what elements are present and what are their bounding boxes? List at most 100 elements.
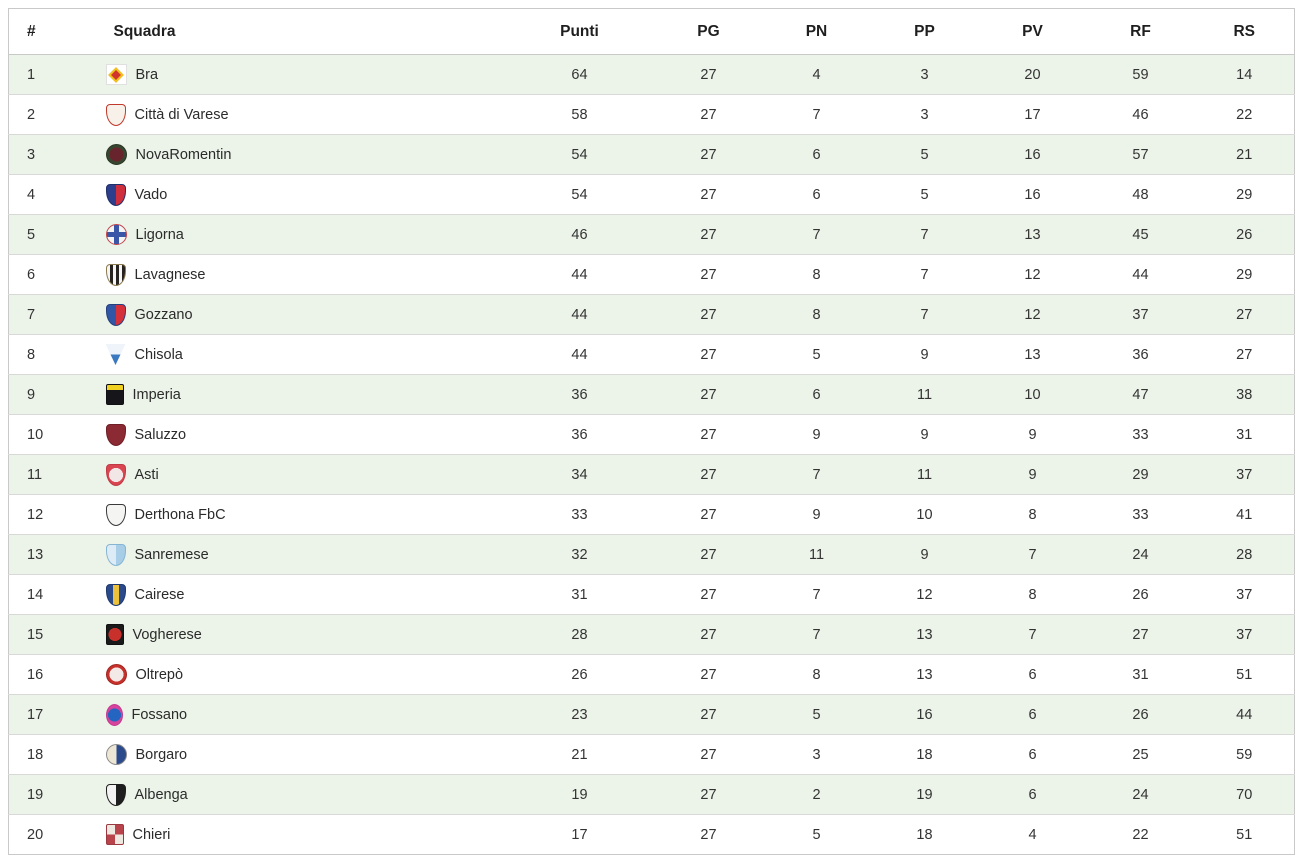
team-name[interactable]: Chieri (132, 826, 171, 843)
ligorna-crest-icon (105, 224, 127, 245)
rank-cell: 8 (8, 334, 79, 375)
table-row[interactable]: 20 Chieri 17 27 5 18 4 22 51 (8, 814, 1295, 855)
team-name[interactable]: Bra (135, 66, 159, 83)
team-wrap: Fossano (79, 703, 505, 726)
header-pp: PP (870, 8, 979, 55)
draws-cell: 8 (762, 654, 871, 695)
losses-cell: 7 (870, 294, 979, 335)
team-name[interactable]: Ligorna (135, 226, 184, 243)
team-cell: Saluzzo (78, 414, 505, 455)
team-name[interactable]: Lavagnese (134, 266, 206, 283)
team-name[interactable]: Fossano (131, 706, 188, 723)
points-cell: 26 (504, 654, 655, 695)
played-cell: 27 (654, 734, 763, 775)
header-squadra: Squadra (78, 8, 505, 55)
losses-cell: 3 (870, 94, 979, 135)
rank-cell: 2 (8, 94, 79, 135)
table-row[interactable]: 10 Saluzzo 36 27 9 9 9 33 31 (8, 414, 1295, 455)
team-cell: Città di Varese (78, 94, 505, 135)
team-name[interactable]: Borgaro (135, 746, 188, 763)
table-row[interactable]: 14 Cairese 31 27 7 12 8 26 37 (8, 574, 1295, 615)
team-cell: Sanremese (78, 534, 505, 575)
goals-for-cell: 22 (1086, 814, 1195, 855)
draws-cell: 7 (762, 614, 871, 655)
rank-cell: 4 (8, 174, 79, 215)
played-cell: 27 (654, 454, 763, 495)
team-wrap: NovaRomentin (79, 144, 505, 165)
wins-cell: 6 (978, 774, 1087, 815)
goals-for-cell: 57 (1086, 134, 1195, 175)
table-row[interactable]: 6 Lavagnese 44 27 8 7 12 44 29 (8, 254, 1295, 295)
table-row[interactable]: 2 Città di Varese 58 27 7 3 17 46 22 (8, 94, 1295, 135)
team-name[interactable]: Albenga (134, 786, 188, 803)
played-cell: 27 (654, 294, 763, 335)
table-row[interactable]: 18 Borgaro 21 27 3 18 6 25 59 (8, 734, 1295, 775)
losses-cell: 13 (870, 614, 979, 655)
points-cell: 44 (504, 254, 655, 295)
team-wrap: Vogherese (79, 624, 505, 645)
table-row[interactable]: 3 NovaRomentin 54 27 6 5 16 57 21 (8, 134, 1295, 175)
table-row[interactable]: 16 Oltrepò 26 27 8 13 6 31 51 (8, 654, 1295, 695)
rank-cell: 18 (8, 734, 79, 775)
table-row[interactable]: 4 Vado 54 27 6 5 16 48 29 (8, 174, 1295, 215)
table-row[interactable]: 8 Chisola 44 27 5 9 13 36 27 (8, 334, 1295, 375)
team-wrap: Città di Varese (79, 103, 505, 126)
team-cell: Bra (79, 55, 505, 95)
team-name[interactable]: Derthona FbC (134, 506, 226, 523)
table-row[interactable]: 17 Fossano 23 27 5 16 6 26 44 (8, 694, 1295, 735)
table-row[interactable]: 11 Asti 34 27 7 11 9 29 37 (8, 454, 1295, 495)
borgaro-crest-icon (105, 744, 127, 765)
team-name[interactable]: Chisola (134, 346, 183, 363)
goals-against-cell: 37 (1194, 614, 1295, 655)
table-row[interactable]: 5 Ligorna 46 27 7 7 13 45 26 (8, 214, 1295, 255)
team-name[interactable]: NovaRomentin (135, 146, 232, 163)
draws-cell: 7 (762, 454, 871, 495)
table-row[interactable]: 15 Vogherese 28 27 7 13 7 27 37 (8, 614, 1295, 655)
draws-cell: 5 (762, 814, 871, 855)
wins-cell: 8 (978, 574, 1087, 615)
wins-cell: 7 (978, 534, 1087, 575)
team-name[interactable]: Oltrepò (135, 666, 184, 683)
goals-against-cell: 22 (1194, 94, 1295, 135)
team-name[interactable]: Asti (134, 466, 159, 483)
team-cell: Vogherese (78, 614, 505, 655)
table-row[interactable]: 9 Imperia 36 27 6 11 10 47 38 (8, 374, 1295, 415)
rank-cell: 14 (8, 574, 79, 615)
cairese-crest-icon (105, 583, 126, 606)
goals-against-cell: 26 (1194, 214, 1295, 255)
team-cell: Imperia (78, 374, 505, 415)
rank-cell: 11 (8, 454, 79, 495)
goals-for-cell: 45 (1086, 214, 1195, 255)
losses-cell: 12 (870, 574, 979, 615)
wins-cell: 7 (978, 614, 1087, 655)
team-cell: Derthona FbC (78, 494, 505, 535)
team-name[interactable]: Vado (134, 186, 168, 203)
team-name[interactable]: Imperia (132, 386, 181, 403)
team-name[interactable]: Saluzzo (134, 426, 187, 443)
team-cell: Borgaro (78, 734, 505, 775)
header-pn: PN (762, 8, 871, 55)
table-row[interactable]: 1 Bra 64 27 4 3 20 59 14 (8, 54, 1295, 95)
team-name[interactable]: Sanremese (134, 546, 209, 563)
table-row[interactable]: 7 Gozzano 44 27 8 7 12 37 27 (8, 294, 1295, 335)
wins-cell: 20 (1024, 66, 1041, 83)
team-name[interactable]: Città di Varese (134, 106, 229, 123)
table-row[interactable]: 12 Derthona FbC 33 27 9 10 8 33 41 (8, 494, 1295, 535)
table-row[interactable]: 19 Albenga 19 27 2 19 6 24 70 (8, 774, 1295, 815)
team-wrap: Oltrepò (79, 664, 505, 685)
table-row[interactable]: 13 Sanremese 32 27 11 9 7 24 28 (8, 534, 1295, 575)
wins-cell: 12 (978, 254, 1087, 295)
team-cell: Gozzano (78, 294, 505, 335)
goals-against-cell: 51 (1194, 814, 1295, 855)
team-name[interactable]: Cairese (134, 586, 185, 603)
team-name[interactable]: Vogherese (132, 626, 202, 643)
novaromentin-crest-icon (105, 144, 127, 165)
team-name[interactable]: Gozzano (134, 306, 193, 323)
gozzano-crest-icon (105, 303, 126, 326)
losses-cell: 9 (870, 334, 979, 375)
draws-cell: 7 (762, 574, 871, 615)
played-cell: 27 (654, 94, 763, 135)
goals-against-cell: 27 (1194, 334, 1295, 375)
points-cell: 54 (504, 174, 655, 215)
